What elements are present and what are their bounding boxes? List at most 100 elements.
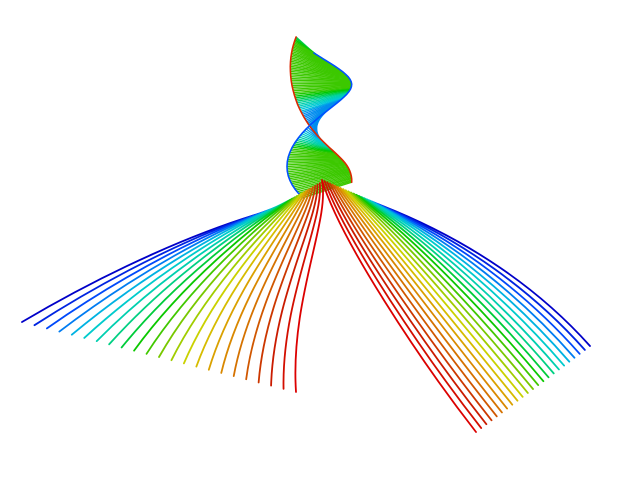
strand-right-13 [344,189,524,398]
ribbon-hatch-11 [291,52,336,67]
ribbon-hatch-70 [302,131,327,145]
ribbon-hatch-77 [294,143,334,152]
strand-right-14 [342,188,519,402]
ribbon-hatch-22 [290,70,349,78]
ribbon-hatch-42 [298,94,346,107]
strand-left-21 [282,182,321,390]
ribbon-hatch-96 [288,167,349,178]
ribbon-hatch-74 [297,138,331,149]
ribbon-hatch-84 [288,155,341,159]
ribbon-hatch-25 [290,76,351,81]
ribbon-hatch-44 [299,96,344,111]
strand-left-7 [108,200,289,346]
ribbon-hatch-35 [294,88,351,95]
strand-left-17 [232,187,312,377]
ribbon-hatch-69 [304,129,326,144]
ribbon-hatch-9 [291,49,332,65]
ribbon-hatch-37 [295,89,350,99]
ribbon-hatch-97 [289,168,350,180]
strand-left-16 [220,188,310,374]
strand-left-15 [207,190,307,371]
ribbon-hatch-80 [291,148,337,155]
ribbon-hatch-82 [289,151,339,157]
strand-right-22 [321,179,477,433]
ribbon-hatch-92 [287,163,347,171]
ribbon-hatch-36 [294,89,351,97]
ribbon-hatch-99 [290,170,351,183]
strand-right-11 [350,191,534,390]
ribbon-hatch-15 [290,58,342,72]
ribbon-hatch-71 [301,133,328,146]
ribbon-hatch-20 [290,67,347,76]
strand-left-8 [120,198,292,349]
ribbon-hatch-27 [291,79,352,83]
ribbon-hatch-91 [286,163,346,170]
strand-right-15 [339,187,514,406]
strand-right-20 [326,181,488,426]
ribbon-hatch-26 [290,77,351,82]
ribbon-hatch-73 [298,136,330,148]
strand-right-0 [379,204,591,347]
strand-left-6 [95,201,287,342]
ribbon-hatch-24 [290,74,350,80]
ribbon-hatch-78 [293,144,335,153]
strand-left-11 [158,195,298,358]
ribbon-hatch-81 [290,150,338,156]
ribbon-hatch-76 [295,141,333,151]
strand-right-2 [373,201,581,355]
strand-right-10 [352,192,540,386]
ribbon-hatch-89 [286,161,345,166]
strand-right-8 [358,195,550,379]
ribbon-hatch-13 [290,55,339,69]
strand-left-14 [195,191,305,368]
ribbon-hatch-16 [290,60,343,73]
ribbon-hatch-100 [291,171,351,185]
strand-left-20 [270,183,319,387]
ribbon-hatch-40 [296,92,348,104]
strand-right-6 [363,197,560,371]
ribbon-hatch-21 [290,69,348,77]
ribbon-hatch-38 [295,90,350,101]
ribbon-hatch-79 [292,146,336,154]
ribbon-hatch-34 [293,87,352,94]
strand-left-18 [245,186,314,381]
strand-right-12 [347,190,529,394]
strand-right-18 [331,183,498,418]
strand-right-3 [371,200,576,359]
ribbon-hatch-94 [287,165,348,175]
ribbon-hatch-98 [289,169,350,182]
ribbon-edge-blue [286,52,353,199]
strand-right-1 [376,202,586,351]
strand-right-4 [368,199,571,363]
ribbon-hatch-31 [292,84,352,88]
ribbon-hatch-93 [287,164,347,173]
ribbon-hatch-48 [302,101,339,117]
strand-right-21 [323,180,483,429]
ribbon-hatch-33 [293,86,352,92]
ribbon-hatch-41 [297,93,347,106]
ribbon-hatch-75 [296,139,332,150]
ribbon-hatch-90 [286,162,345,168]
ribbon-hatch-19 [290,65,346,75]
ribbon-hatch-18 [290,63,345,74]
ribbon-hatch-23 [290,72,350,79]
strand-left-10 [145,196,296,355]
ribbon-hatch-88 [287,160,344,164]
strand-left-9 [133,197,294,352]
lower-flared-strands [21,179,591,433]
strand-right-17 [334,184,503,414]
ribbon-hatch-87 [287,159,343,162]
upper-twisted-ribbon [286,36,353,199]
ribbon-hatch-17 [290,62,344,74]
ribbon-hatch-83 [289,153,340,158]
ribbon-hatch-47 [302,100,341,115]
strand-left-19 [257,184,317,384]
ribbon-hatch-12 [291,53,337,68]
ribbon-hatch-72 [300,134,329,147]
strand-right-16 [336,185,508,410]
ribbon-hatch-43 [298,95,345,109]
strand-left-12 [170,193,301,362]
ribbon-hatch-39 [296,91,349,102]
